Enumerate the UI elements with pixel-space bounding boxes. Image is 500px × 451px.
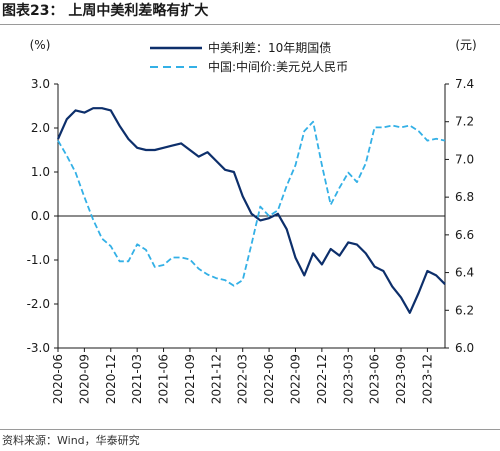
chart-title: 图表23： 上周中美利差略有扩大 [2,3,209,19]
x-tick-label: 2022-12 [315,354,329,404]
x-tick-label: 2021-06 [157,354,171,404]
left-tick-label: 3.0 [31,77,50,91]
left-tick-label: 1.0 [31,165,50,179]
source-note: 资料来源：Wind，华泰研究 [2,434,140,447]
x-tick-label: 2020-12 [104,354,118,404]
x-tick-label: 2023-12 [420,354,434,404]
left-tick-label: -1.0 [27,253,50,267]
left-tick-label: 2.0 [31,121,50,135]
x-tick-label: 2023-06 [368,354,382,404]
x-tick-label: 2022-03 [236,354,250,404]
x-tick-label: 2020-06 [51,354,65,404]
x-tick-label: 2021-03 [130,354,144,404]
right-axis-unit: (元) [455,38,476,52]
right-tick-label: 7.4 [455,77,474,91]
left-tick-label: -3.0 [27,341,50,355]
right-tick-label: 6.6 [455,228,474,242]
x-tick-label: 2022-09 [288,354,302,404]
left-tick-label: -2.0 [27,297,50,311]
source-divider [0,429,500,430]
series-line-spread [56,107,446,314]
right-tick-label: 6.8 [455,190,474,204]
right-tick-label: 7.2 [455,115,474,129]
left-axis-unit: (%) [30,38,51,52]
x-tick-label: 2023-03 [341,354,355,404]
x-tick-label: 2021-09 [183,354,197,404]
right-tick-label: 6.0 [455,341,474,355]
x-tick-label: 2023-09 [394,354,408,404]
legend-label: 中国:中间价:美元兑人民币 [208,59,348,74]
x-tick-label: 2021-12 [209,354,223,404]
right-tick-label: 6.2 [455,303,474,317]
left-tick-label: 0.0 [31,209,50,223]
right-tick-label: 6.4 [455,266,474,280]
right-tick-label: 7.0 [455,152,474,166]
series-layer [56,107,446,314]
x-tick-label: 2020-09 [77,354,91,404]
x-tick-label: 2022-06 [262,354,276,404]
title-divider [0,24,500,25]
axes-layer: (%) (元) 3.0 2.0 1.0 0.0 -1.0 -2.0 -3.0 7.4 7.2 7.0 6… [27,38,477,404]
series-line-usdcny [57,120,446,287]
legend-label: 中美利差：10年期国债 [208,40,331,55]
dual-axis-line-chart: (%) (元) 3.0 2.0 1.0 0.0 -1.0 -2.0 -3.0 7.4 7.2 7.0 6… [27,38,477,404]
